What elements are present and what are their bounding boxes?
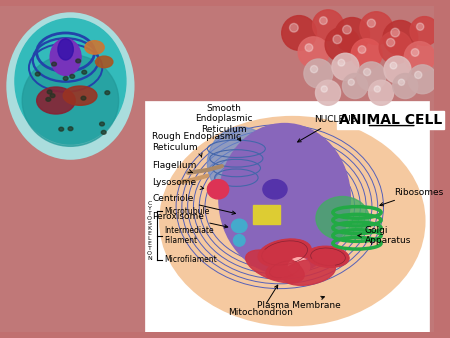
Text: Golgi
Apparatus: Golgi Apparatus	[358, 226, 411, 245]
Ellipse shape	[85, 41, 104, 54]
Ellipse shape	[70, 74, 75, 78]
Ellipse shape	[101, 130, 106, 134]
Text: Flagellum: Flagellum	[153, 161, 197, 173]
Ellipse shape	[379, 31, 412, 64]
Ellipse shape	[50, 39, 81, 75]
Ellipse shape	[63, 76, 68, 80]
Ellipse shape	[50, 94, 55, 98]
Ellipse shape	[333, 35, 342, 44]
Ellipse shape	[335, 18, 369, 52]
Ellipse shape	[160, 117, 424, 325]
Ellipse shape	[35, 72, 40, 76]
Ellipse shape	[304, 59, 333, 88]
Ellipse shape	[316, 196, 369, 240]
Ellipse shape	[367, 19, 375, 27]
Ellipse shape	[338, 59, 345, 66]
Ellipse shape	[404, 42, 435, 73]
Text: Ribosomes: Ribosomes	[380, 188, 443, 206]
Ellipse shape	[99, 122, 104, 126]
Ellipse shape	[369, 80, 394, 105]
Ellipse shape	[46, 97, 51, 101]
Ellipse shape	[282, 259, 335, 286]
Ellipse shape	[47, 90, 52, 94]
Ellipse shape	[305, 44, 313, 51]
Ellipse shape	[76, 59, 81, 63]
Ellipse shape	[307, 246, 349, 268]
Ellipse shape	[234, 235, 245, 246]
Ellipse shape	[383, 20, 418, 55]
Ellipse shape	[320, 17, 327, 24]
Ellipse shape	[408, 65, 437, 94]
Ellipse shape	[391, 28, 400, 37]
Ellipse shape	[36, 87, 75, 114]
Ellipse shape	[332, 53, 359, 80]
Ellipse shape	[398, 79, 405, 86]
Text: Mitochondrion: Mitochondrion	[228, 285, 293, 317]
Ellipse shape	[358, 46, 366, 53]
Ellipse shape	[315, 80, 341, 105]
Ellipse shape	[321, 86, 328, 92]
Ellipse shape	[387, 39, 395, 47]
Text: Intermediate
Filament: Intermediate Filament	[164, 226, 214, 245]
Ellipse shape	[410, 17, 439, 46]
Ellipse shape	[374, 86, 380, 92]
Ellipse shape	[258, 239, 311, 267]
Text: Rough Endoplasmic
Reticulum: Rough Endoplasmic Reticulum	[153, 132, 242, 157]
Ellipse shape	[105, 91, 110, 95]
Ellipse shape	[207, 127, 275, 199]
Ellipse shape	[52, 62, 57, 66]
Ellipse shape	[68, 127, 73, 130]
Ellipse shape	[8, 14, 133, 159]
Ellipse shape	[289, 23, 298, 32]
Text: NUCLEUS: NUCLEUS	[297, 115, 357, 142]
Ellipse shape	[288, 258, 310, 275]
Ellipse shape	[351, 39, 382, 70]
Ellipse shape	[310, 66, 318, 73]
Bar	[145, 100, 429, 332]
Ellipse shape	[357, 62, 386, 91]
Text: Lysosome: Lysosome	[153, 178, 204, 189]
Text: C
Y
T
O
S
K
E
L
E
T
O
N: C Y T O S K E L E T O N	[147, 201, 152, 261]
Ellipse shape	[81, 96, 86, 100]
Ellipse shape	[360, 12, 393, 45]
Ellipse shape	[15, 19, 126, 144]
Ellipse shape	[342, 25, 351, 34]
Ellipse shape	[411, 49, 419, 56]
Ellipse shape	[246, 250, 304, 283]
Ellipse shape	[59, 127, 63, 131]
Ellipse shape	[266, 259, 303, 280]
Ellipse shape	[219, 124, 350, 274]
Ellipse shape	[390, 62, 397, 69]
Ellipse shape	[342, 73, 368, 99]
Text: ANIMAL CELL: ANIMAL CELL	[339, 113, 442, 127]
Text: Microtubule: Microtubule	[164, 207, 209, 216]
Ellipse shape	[207, 179, 229, 199]
Ellipse shape	[95, 56, 113, 68]
Ellipse shape	[63, 86, 97, 105]
Text: Centriole: Centriole	[153, 194, 235, 214]
Ellipse shape	[298, 37, 329, 68]
Text: Microfilament: Microfilament	[164, 255, 217, 264]
Ellipse shape	[325, 27, 360, 62]
Ellipse shape	[364, 68, 371, 76]
Ellipse shape	[417, 23, 424, 30]
Ellipse shape	[384, 56, 411, 83]
Text: Peroxisome: Peroxisome	[153, 212, 228, 228]
Bar	[253, 205, 280, 224]
Ellipse shape	[348, 79, 355, 86]
Ellipse shape	[22, 55, 119, 146]
Text: Smooth
Endoplasmic
Reticulum: Smooth Endoplasmic Reticulum	[195, 104, 252, 141]
Text: Plasma Membrane: Plasma Membrane	[257, 296, 341, 311]
Ellipse shape	[393, 73, 418, 99]
Ellipse shape	[232, 219, 247, 233]
Ellipse shape	[313, 10, 343, 41]
Ellipse shape	[58, 39, 73, 60]
Ellipse shape	[82, 70, 87, 74]
Ellipse shape	[263, 179, 287, 199]
Ellipse shape	[282, 16, 316, 50]
Ellipse shape	[414, 71, 422, 78]
